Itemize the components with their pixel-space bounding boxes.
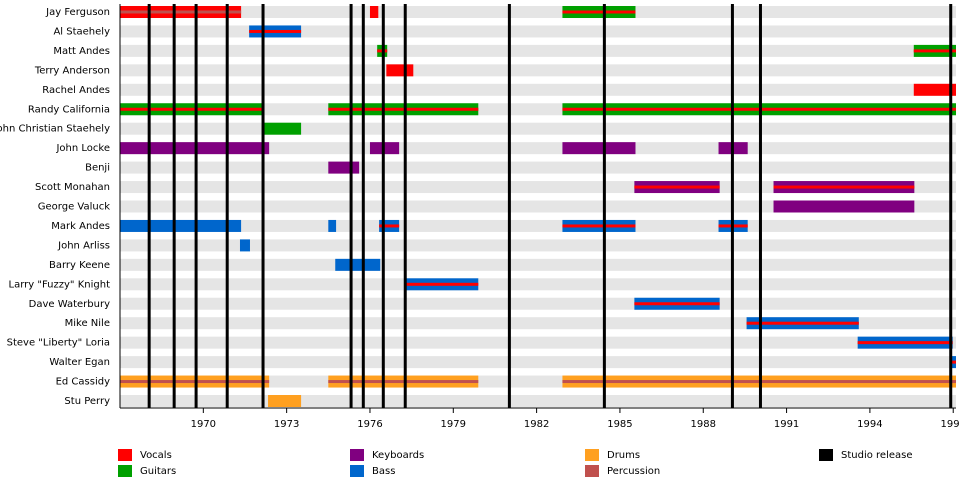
x-tick-label: 1973 <box>274 419 299 430</box>
row-stripe <box>120 161 956 174</box>
role-stripe <box>120 107 263 111</box>
legend-swatch <box>350 465 364 477</box>
member-bar <box>369 6 379 18</box>
member-name: Mike Nile <box>65 318 110 329</box>
member-name: John Christian Staehely <box>0 124 110 135</box>
legend-swatch <box>585 465 599 477</box>
role-stripe <box>913 49 956 53</box>
legend-label: Bass <box>372 466 395 477</box>
role-stripe <box>406 282 479 286</box>
member-bar <box>328 161 360 174</box>
member-name: Benji <box>85 163 110 174</box>
row-stripe <box>120 6 956 18</box>
x-tick-label: 1991 <box>774 419 799 430</box>
member-name: John Arliss <box>57 240 110 251</box>
legend-label: Studio release <box>841 450 913 461</box>
x-tick-label: 1970 <box>191 419 216 430</box>
role-stripe <box>634 185 720 189</box>
member-bar <box>335 258 381 271</box>
member-name: George Valuck <box>38 202 110 213</box>
role-stripe <box>120 10 242 14</box>
member-name: Barry Keene <box>49 260 110 271</box>
legend-swatch <box>118 465 132 477</box>
legend-label: Guitars <box>140 466 176 477</box>
member-name: Steve "Liberty" Loria <box>7 338 110 349</box>
row-stripe <box>120 395 956 407</box>
legend-swatch <box>585 449 599 461</box>
member-bar <box>262 122 302 135</box>
row-stripe <box>120 258 956 271</box>
member-name: Dave Waterbury <box>29 299 110 310</box>
member-bar <box>386 64 414 77</box>
role-stripe <box>328 107 479 111</box>
row-stripe <box>120 219 956 232</box>
member-name: Terry Anderson <box>34 65 110 76</box>
role-stripe <box>562 224 636 228</box>
member-name: Scott Monahan <box>35 182 110 193</box>
member-bar <box>268 395 302 407</box>
role-stripe <box>379 224 400 228</box>
x-tick-label: 1997 <box>940 419 960 430</box>
row-stripe <box>120 200 956 213</box>
row-stripe <box>120 83 956 96</box>
member-name: Mark Andes <box>51 221 110 232</box>
member-name: Matt Andes <box>53 46 110 57</box>
x-tick-label: 1982 <box>524 419 549 430</box>
role-stripe <box>773 185 915 189</box>
row-stripe <box>120 64 956 77</box>
member-name: Larry "Fuzzy" Knight <box>9 279 111 290</box>
legend-label: Vocals <box>140 450 172 461</box>
member-name: Stu Perry <box>64 396 110 407</box>
role-stripe <box>951 360 956 364</box>
row-stripe <box>120 25 956 38</box>
legend-swatch <box>819 449 833 461</box>
x-tick-label: 1994 <box>857 419 882 430</box>
legend-label: Keyboards <box>372 450 424 461</box>
role-stripe <box>857 341 953 345</box>
x-tick-label: 1988 <box>691 419 716 430</box>
row-stripe <box>120 181 956 194</box>
member-name: Jay Ferguson <box>45 7 110 18</box>
member-name: Walter Egan <box>49 357 110 368</box>
legend-label: Percussion <box>607 466 660 477</box>
member-name: Al Staehely <box>53 26 110 37</box>
role-stripe <box>634 302 720 306</box>
legend-label: Drums <box>607 450 640 461</box>
member-name: Rachel Andes <box>42 85 110 96</box>
member-name: Randy California <box>28 104 110 115</box>
x-tick-label: 1985 <box>607 419 632 430</box>
member-bar <box>328 219 337 232</box>
member-bar <box>913 83 956 96</box>
role-stripe <box>746 321 859 325</box>
member-bar <box>562 142 636 155</box>
row-stripe <box>120 239 956 252</box>
row-stripe <box>120 122 956 135</box>
role-stripe <box>328 380 479 384</box>
member-bar <box>239 239 250 252</box>
row-stripe <box>120 297 956 310</box>
legend-swatch <box>350 449 364 461</box>
role-stripe <box>120 380 270 384</box>
row-stripe <box>120 356 956 369</box>
member-name: John Locke <box>55 143 110 154</box>
x-tick-label: 1976 <box>357 419 382 430</box>
legend-swatch <box>118 449 132 461</box>
row-stripe <box>120 336 956 349</box>
row-stripe <box>120 278 956 291</box>
role-stripe <box>562 10 636 14</box>
member-bar <box>120 142 270 155</box>
member-bar <box>120 219 242 232</box>
role-stripe <box>249 29 302 33</box>
member-bar <box>773 200 915 213</box>
row-stripe <box>120 44 956 57</box>
x-tick-label: 1979 <box>441 419 466 430</box>
member-name: Ed Cassidy <box>56 377 111 388</box>
